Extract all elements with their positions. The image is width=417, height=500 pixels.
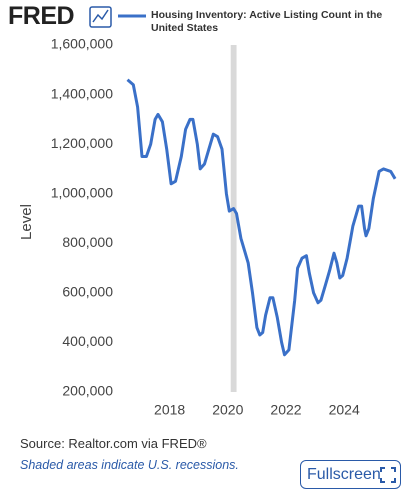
y-tick-label: 400,000 (62, 333, 113, 349)
x-tick-label: 2018 (154, 402, 185, 418)
y-axis-title: Level (18, 204, 35, 240)
y-tick-label: 1,200,000 (51, 135, 113, 151)
y-tick-label: 1,400,000 (51, 85, 113, 101)
button-label[interactable]: Fullscreen (307, 466, 381, 483)
y-tick-label: 600,000 (62, 284, 113, 300)
y-tick-label: 200,000 (62, 383, 113, 399)
note: Shaded areas indicate U.S. recessions. (20, 458, 239, 472)
legend-label: Housing Inventory: Active Listing Count … (151, 9, 383, 34)
logo: FRED (8, 2, 75, 30)
y-tick-label: 1,000,000 (51, 184, 113, 200)
y-tick-label: 1,600,000 (51, 36, 113, 52)
data-line (126, 78, 397, 357)
recession-band (230, 45, 237, 392)
fullscreen-button[interactable]: Fullscreen (300, 460, 401, 489)
source: Source: Realtor.com via FRED® (20, 436, 207, 451)
x-tick-label: 2022 (270, 402, 301, 418)
x-tick-label: 2020 (212, 402, 243, 418)
x-tick-label: 2024 (329, 402, 360, 418)
fullscreen-icon[interactable] (380, 467, 396, 483)
logo-icon (89, 6, 112, 28)
y-tick-label: 800,000 (62, 234, 113, 250)
